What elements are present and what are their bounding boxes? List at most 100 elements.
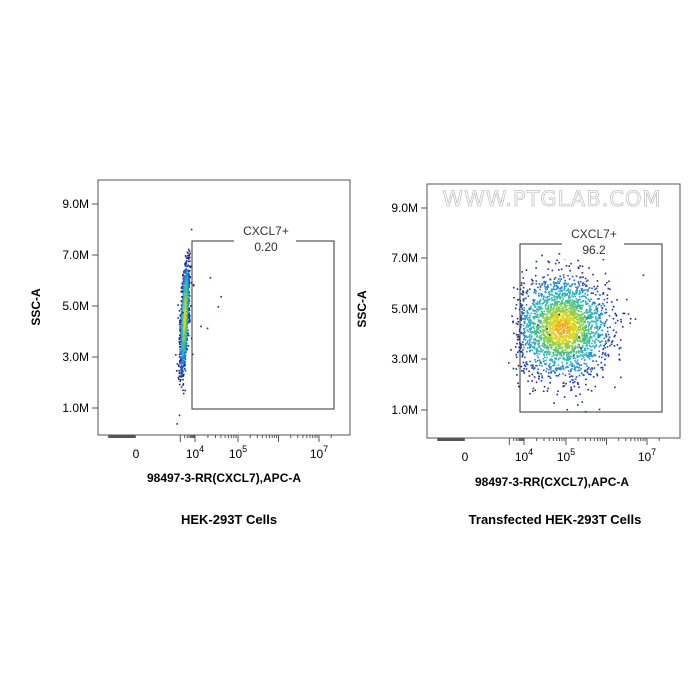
data-point xyxy=(552,288,554,291)
data-point xyxy=(560,268,563,271)
data-point xyxy=(551,303,553,306)
data-point xyxy=(529,323,532,326)
data-point xyxy=(535,381,538,384)
data-point xyxy=(547,309,550,311)
data-point xyxy=(530,331,533,333)
data-point xyxy=(554,368,557,370)
data-point xyxy=(185,283,187,285)
data-point xyxy=(517,334,519,336)
data-point xyxy=(583,329,585,331)
data-point xyxy=(587,290,589,293)
data-point xyxy=(519,347,522,350)
data-point xyxy=(573,368,576,371)
data-point xyxy=(598,336,601,338)
data-point xyxy=(529,321,531,324)
data-point xyxy=(587,347,590,350)
data-point xyxy=(577,266,580,269)
data-point xyxy=(551,359,554,361)
data-point xyxy=(527,312,530,314)
data-point xyxy=(609,345,611,347)
data-point xyxy=(588,331,590,333)
data-point xyxy=(555,296,557,298)
data-point xyxy=(552,361,554,363)
data-point xyxy=(187,287,190,290)
data-point xyxy=(184,339,187,342)
data-point xyxy=(563,285,566,288)
data-point xyxy=(545,325,547,327)
data-point xyxy=(558,287,561,290)
data-point xyxy=(182,299,185,301)
data-point xyxy=(587,298,590,301)
data-point xyxy=(537,331,539,333)
data-point xyxy=(596,309,598,311)
plot-panel-hek293t: CXCL7+ 0.20 1.0M 3.0M 5.0M 7.0M 9.0M SSC… xyxy=(29,179,351,527)
y-axis: 1.0M 3.0M 5.0M 7.0M 9.0M xyxy=(391,201,427,417)
data-point xyxy=(539,326,541,328)
data-point xyxy=(599,334,602,337)
data-point xyxy=(180,291,183,293)
data-point xyxy=(601,307,603,309)
data-point xyxy=(550,346,553,348)
data-point xyxy=(629,318,632,320)
data-point xyxy=(562,382,565,384)
data-point xyxy=(184,297,187,299)
data-point xyxy=(549,351,551,354)
data-point xyxy=(520,346,522,348)
data-point xyxy=(547,260,549,263)
data-point xyxy=(586,294,589,296)
data-point xyxy=(555,343,558,346)
data-point xyxy=(566,343,568,345)
data-point xyxy=(177,304,179,306)
data-point xyxy=(182,343,184,345)
data-point xyxy=(179,313,182,316)
data-point xyxy=(588,316,590,318)
data-point xyxy=(539,330,542,332)
data-point xyxy=(580,348,583,351)
data-point xyxy=(523,298,525,300)
data-point xyxy=(565,307,567,310)
data-point xyxy=(585,378,587,381)
data-point xyxy=(579,304,582,307)
data-point xyxy=(566,362,568,364)
data-point xyxy=(605,334,607,337)
data-point xyxy=(524,336,526,339)
data-point xyxy=(187,252,189,254)
data-point xyxy=(555,346,558,349)
data-point xyxy=(572,342,575,345)
data-point xyxy=(545,303,548,306)
data-point xyxy=(575,361,577,363)
data-point xyxy=(564,293,566,295)
data-point xyxy=(553,337,555,340)
data-point xyxy=(584,292,587,295)
data-point xyxy=(540,294,543,296)
data-point xyxy=(530,319,532,322)
data-point xyxy=(586,316,588,318)
data-point xyxy=(563,289,565,291)
data-point xyxy=(600,312,603,314)
data-point xyxy=(585,324,587,327)
data-point xyxy=(578,374,581,377)
data-point xyxy=(538,364,541,367)
data-point xyxy=(600,323,602,326)
data-point xyxy=(570,333,572,336)
data-point xyxy=(538,306,541,308)
data-point xyxy=(552,316,554,318)
data-point xyxy=(180,353,182,356)
data-point xyxy=(625,298,628,301)
data-point xyxy=(569,300,571,303)
data-point xyxy=(585,302,587,304)
data-point xyxy=(554,282,556,285)
data-point xyxy=(185,311,187,313)
data-point xyxy=(183,337,185,340)
data-point xyxy=(540,325,543,328)
data-point xyxy=(516,342,518,345)
data-point xyxy=(603,325,606,327)
data-point xyxy=(545,326,547,329)
data-point xyxy=(185,268,188,270)
data-point xyxy=(584,335,587,338)
data-point xyxy=(559,280,561,282)
data-point xyxy=(555,282,557,284)
data-point xyxy=(568,304,571,307)
data-point xyxy=(185,303,188,306)
data-point xyxy=(545,288,547,291)
